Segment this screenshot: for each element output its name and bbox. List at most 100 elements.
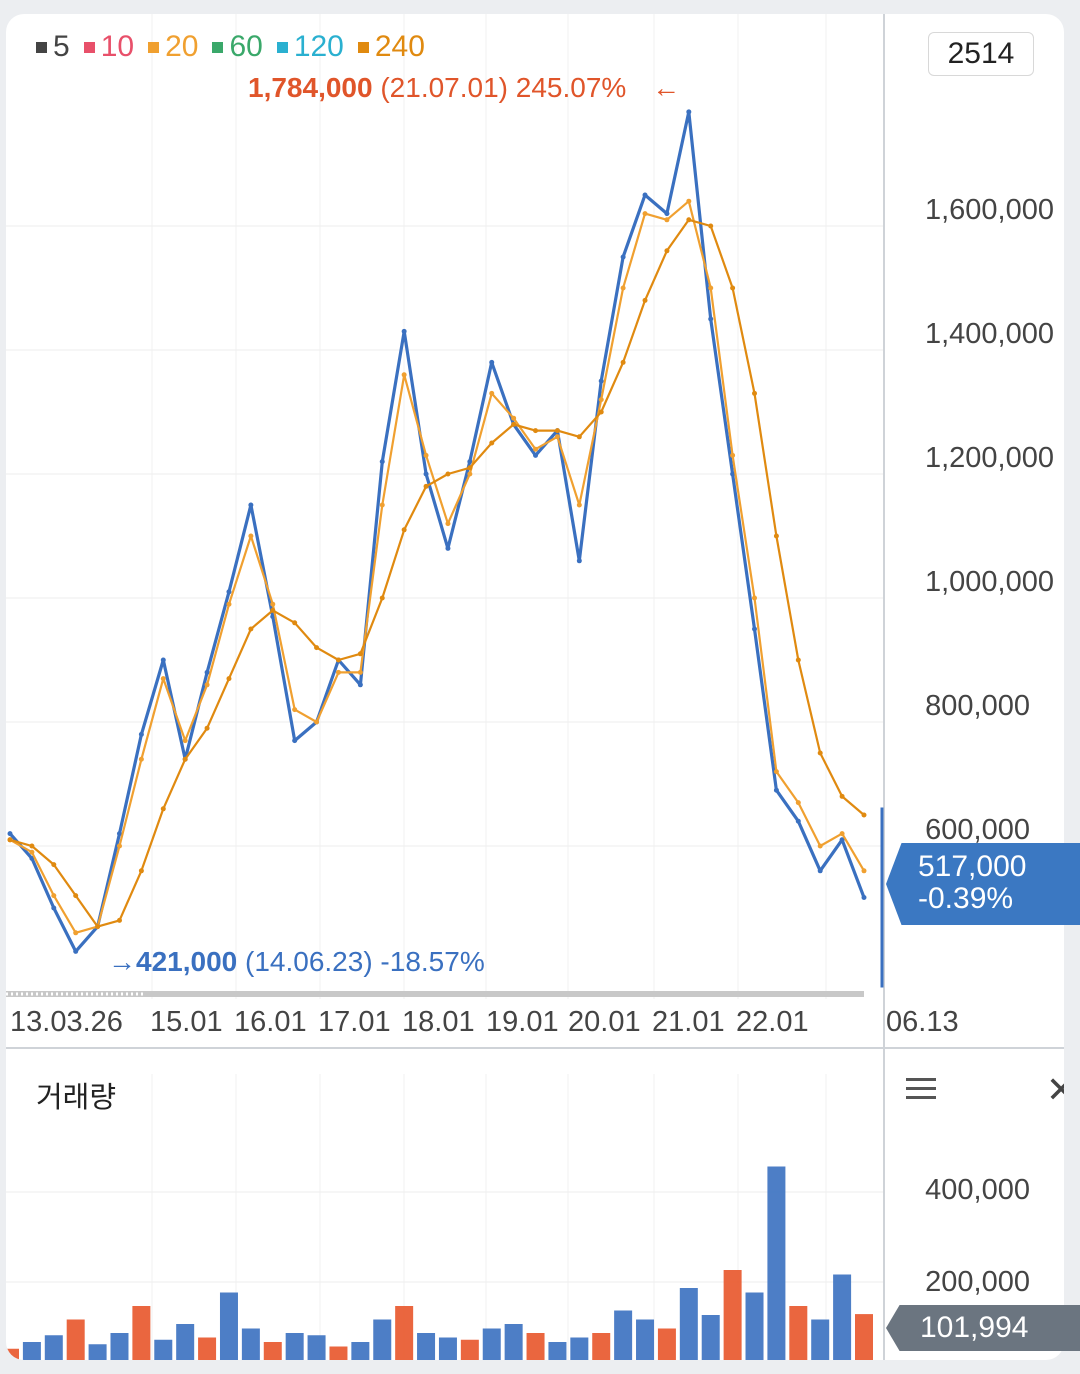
x-tick-label: 16.01 (234, 1006, 307, 1038)
data-point-240 (51, 862, 57, 868)
data-point-20 (795, 800, 801, 806)
low-pct: -18.57% (380, 946, 485, 977)
data-point-240 (29, 843, 35, 849)
chart-card: 5 10 20 60 120 240 2514 1,784,000 (21.07… (6, 14, 1064, 1360)
last-price-value: 517,000 (918, 850, 1027, 883)
y-tick-label: 800,000 (925, 690, 1030, 722)
data-point-20 (116, 843, 122, 849)
data-point-5 (795, 818, 801, 824)
low-arrow-icon: → (108, 946, 136, 977)
data-point-5 (292, 738, 298, 744)
data-point-240 (95, 924, 101, 930)
volume-bar (351, 1342, 370, 1360)
series-line-240 (9, 218, 865, 928)
legend-label-5: 5 (53, 30, 70, 63)
data-point-5 (620, 254, 626, 260)
data-point-240 (204, 725, 210, 731)
volume-bar (723, 1270, 742, 1360)
data-point-20 (576, 502, 582, 508)
data-point-5 (773, 787, 779, 793)
volume-bar (745, 1292, 764, 1360)
data-point-240 (730, 285, 736, 291)
volume-bar (833, 1274, 852, 1360)
legend-ma-20[interactable]: 20 (148, 30, 198, 64)
data-point-240 (138, 868, 144, 874)
volume-bar (526, 1333, 545, 1360)
high-arrow-icon: ← (652, 72, 681, 103)
data-point-20 (752, 595, 758, 601)
data-point-240 (773, 533, 779, 539)
volume-bar (811, 1319, 830, 1360)
data-point-240 (554, 428, 560, 434)
data-point-20 (489, 390, 495, 396)
data-point-20 (861, 868, 867, 874)
volume-bar (6, 1348, 19, 1360)
data-point-20 (445, 521, 451, 527)
volume-bar (614, 1310, 633, 1360)
data-point-20 (29, 849, 35, 855)
volume-bar (855, 1314, 873, 1360)
ma-legend[interactable]: 5 10 20 60 120 240 (36, 30, 439, 64)
data-point-240 (664, 248, 670, 254)
last-price-change: -0.39% (918, 882, 1014, 915)
period-chip[interactable]: 2514 (928, 32, 1034, 76)
legend-swatch-5 (36, 41, 47, 53)
volume-bar (592, 1333, 611, 1360)
data-point-240 (116, 917, 122, 923)
data-point-20 (533, 446, 539, 452)
legend-ma-10[interactable]: 10 (83, 30, 134, 64)
data-point-20 (467, 471, 473, 477)
legend-ma-5[interactable]: 5 (36, 30, 70, 64)
volume-bar (679, 1288, 698, 1360)
volume-bar (789, 1306, 808, 1360)
x-tick-label: 17.01 (318, 1006, 391, 1038)
legend-swatch-120 (276, 41, 288, 53)
legend-ma-60[interactable]: 60 (212, 30, 263, 64)
data-point-20 (730, 452, 736, 458)
legend-swatch-60 (212, 41, 224, 53)
menu-icon[interactable] (906, 1074, 936, 1102)
data-point-5 (357, 682, 363, 688)
volume-bar (373, 1319, 392, 1360)
data-point-20 (817, 843, 823, 849)
data-point-20 (182, 738, 188, 744)
data-point-20 (401, 372, 407, 378)
legend-label-60: 60 (229, 30, 263, 63)
data-point-20 (335, 669, 341, 675)
data-point-5 (204, 669, 210, 675)
data-point-20 (357, 669, 363, 675)
volume-bar (701, 1315, 720, 1360)
data-point-240 (226, 676, 232, 682)
legend-ma-120[interactable]: 120 (276, 30, 344, 64)
volume-bar (438, 1337, 457, 1360)
data-point-20 (598, 397, 604, 403)
data-point-240 (817, 750, 823, 756)
data-point-240 (248, 626, 254, 632)
volume-bar (110, 1333, 129, 1360)
data-point-20 (160, 676, 166, 682)
data-point-240 (533, 428, 539, 434)
data-point-240 (795, 657, 801, 663)
data-point-20 (292, 707, 298, 713)
legend-label-20: 20 (165, 30, 199, 63)
data-point-5 (686, 109, 692, 115)
data-point-20 (664, 217, 670, 223)
volume-tick-label: 200,000 (925, 1266, 1030, 1298)
data-point-5 (839, 837, 845, 843)
data-point-240 (686, 217, 692, 223)
volume-bar (657, 1328, 676, 1360)
data-point-5 (467, 459, 473, 465)
data-point-240 (73, 893, 79, 899)
volume-bar (417, 1333, 436, 1360)
data-point-20 (708, 285, 714, 291)
data-point-20 (138, 756, 144, 762)
legend-swatch-20 (148, 41, 160, 53)
y-tick-label: 600,000 (925, 814, 1030, 846)
data-point-5 (138, 731, 144, 737)
data-point-240 (861, 812, 867, 818)
data-point-20 (620, 285, 626, 291)
close-icon[interactable]: ✕ (1046, 1069, 1064, 1110)
legend-ma-240[interactable]: 240 (357, 30, 425, 64)
last-price-badge: 517,000 -0.39% (886, 843, 1080, 925)
volume-title: 거래량 (36, 1082, 117, 1114)
